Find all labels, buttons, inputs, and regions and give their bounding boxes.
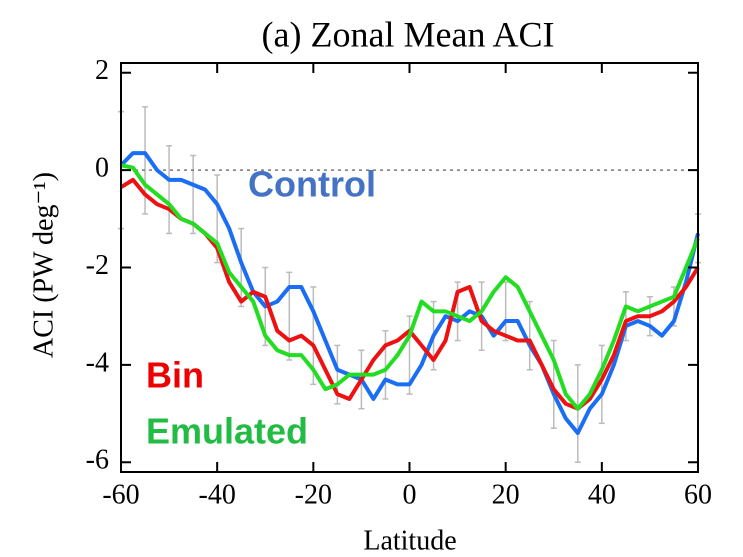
y-tick-label: -2 xyxy=(86,250,109,281)
error-bar xyxy=(574,364,581,464)
legend-label: Bin xyxy=(146,355,204,396)
error-bar xyxy=(550,339,557,429)
legend-label: Control xyxy=(248,164,376,205)
y-tick-label: -4 xyxy=(86,347,109,378)
error-bar xyxy=(382,330,389,400)
x-tick-label: -20 xyxy=(295,479,332,510)
y-tick-label: -6 xyxy=(86,445,109,476)
x-tick-label: 20 xyxy=(492,479,520,510)
x-tick-label: -40 xyxy=(199,479,236,510)
x-tick-label: 0 xyxy=(403,479,417,510)
y-axis-label: ACI (PW deg⁻¹) xyxy=(28,172,59,358)
series-line xyxy=(119,151,700,436)
error-bar xyxy=(598,344,605,425)
x-tick-label: 40 xyxy=(588,479,616,510)
series-line xyxy=(120,163,700,411)
error-bar xyxy=(190,154,197,235)
y-tick-label: 2 xyxy=(95,55,109,86)
x-axis-label: Latitude xyxy=(363,525,456,556)
error-bar xyxy=(166,145,173,235)
x-tick-label: -60 xyxy=(102,479,139,510)
legend-label: Emulated xyxy=(146,411,308,452)
error-bar xyxy=(502,281,509,342)
x-tick-label: 60 xyxy=(684,479,712,510)
y-tick-label: 0 xyxy=(95,153,109,184)
chart-title: (a) Zonal Mean ACI xyxy=(262,14,555,54)
